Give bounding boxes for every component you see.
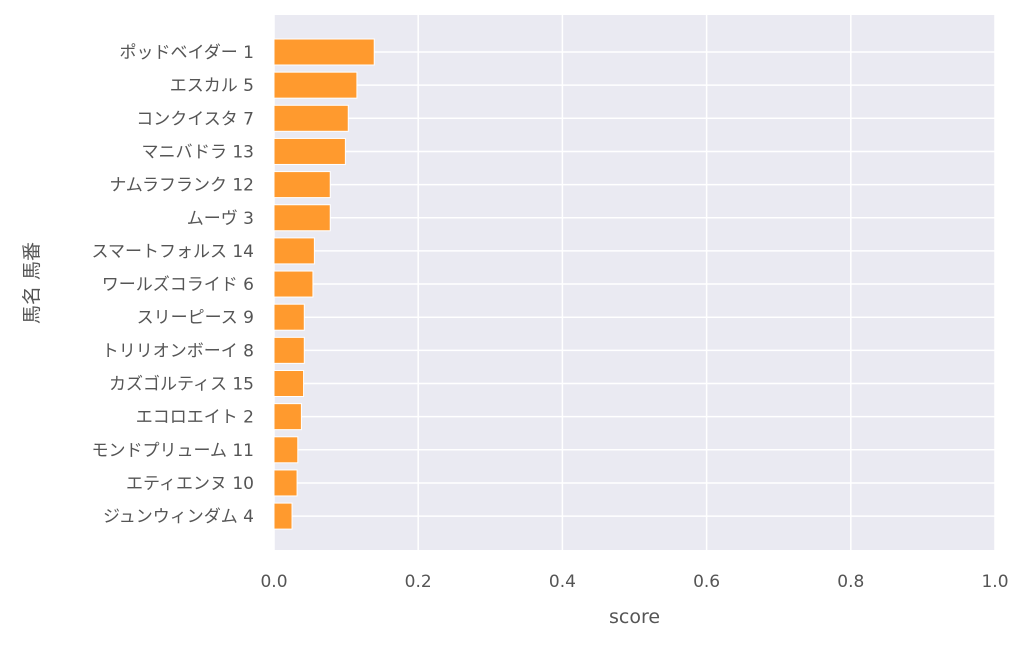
bar xyxy=(273,137,346,165)
y-tick-label: ナムラフランク 12 xyxy=(109,176,254,196)
bar xyxy=(273,204,331,232)
y-tick-label: スマートフォルス 14 xyxy=(91,242,254,262)
bar xyxy=(273,436,299,464)
bar xyxy=(273,403,302,431)
x-tick-label: 0.6 xyxy=(693,572,720,592)
bar xyxy=(273,303,305,331)
x-tick-label: 1.0 xyxy=(981,572,1008,592)
bar xyxy=(273,171,331,199)
x-tick-label: 0.0 xyxy=(260,572,287,592)
y-tick-label: エコロエイト 2 xyxy=(136,408,254,428)
y-tick-label: ワールズコライド 6 xyxy=(102,275,254,295)
bar xyxy=(273,336,305,364)
x-tick-label: 0.8 xyxy=(837,572,864,592)
y-tick-label: コンクイスタ 7 xyxy=(136,109,254,129)
y-axis-label: 馬名 馬番 xyxy=(21,242,43,324)
bar xyxy=(273,270,314,298)
bar xyxy=(273,469,298,497)
x-axis-label: score xyxy=(609,606,660,628)
y-tick-label: ジュンウィンダム 4 xyxy=(103,507,254,527)
y-tick-label: ポッドベイダー 1 xyxy=(119,43,254,63)
y-tick-label: モンドプリューム 11 xyxy=(91,441,254,461)
bar xyxy=(273,502,293,530)
bar xyxy=(273,71,358,99)
bar xyxy=(273,370,305,397)
y-tick-label: エティエンヌ 10 xyxy=(126,474,254,494)
bar xyxy=(273,237,315,265)
y-tick-label: トリリオンボーイ 8 xyxy=(102,341,254,361)
x-tick-label: 0.2 xyxy=(405,572,432,592)
y-tick-label: マニバドラ 13 xyxy=(141,142,254,162)
bar xyxy=(273,38,375,66)
bar xyxy=(273,104,349,132)
x-tick-label: 0.4 xyxy=(549,572,576,592)
y-tick-label: エスカル 5 xyxy=(170,76,254,96)
y-tick-label: スリーピース 9 xyxy=(137,308,254,328)
plot-area xyxy=(274,15,995,550)
y-tick-label: カズゴルティス 15 xyxy=(109,374,254,395)
y-tick-label: ムーヴ 3 xyxy=(187,209,254,229)
